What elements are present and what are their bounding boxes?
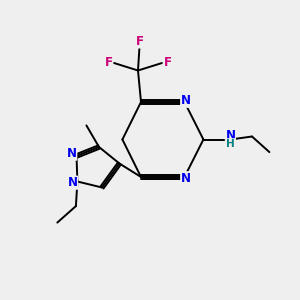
Text: F: F [105, 56, 112, 70]
Text: N: N [225, 129, 236, 142]
Text: N: N [181, 94, 191, 107]
Text: N: N [181, 172, 191, 185]
Text: N: N [68, 176, 78, 189]
Text: F: F [164, 56, 171, 70]
Text: F: F [136, 35, 143, 48]
Text: N: N [67, 147, 77, 160]
Text: H: H [226, 139, 235, 149]
